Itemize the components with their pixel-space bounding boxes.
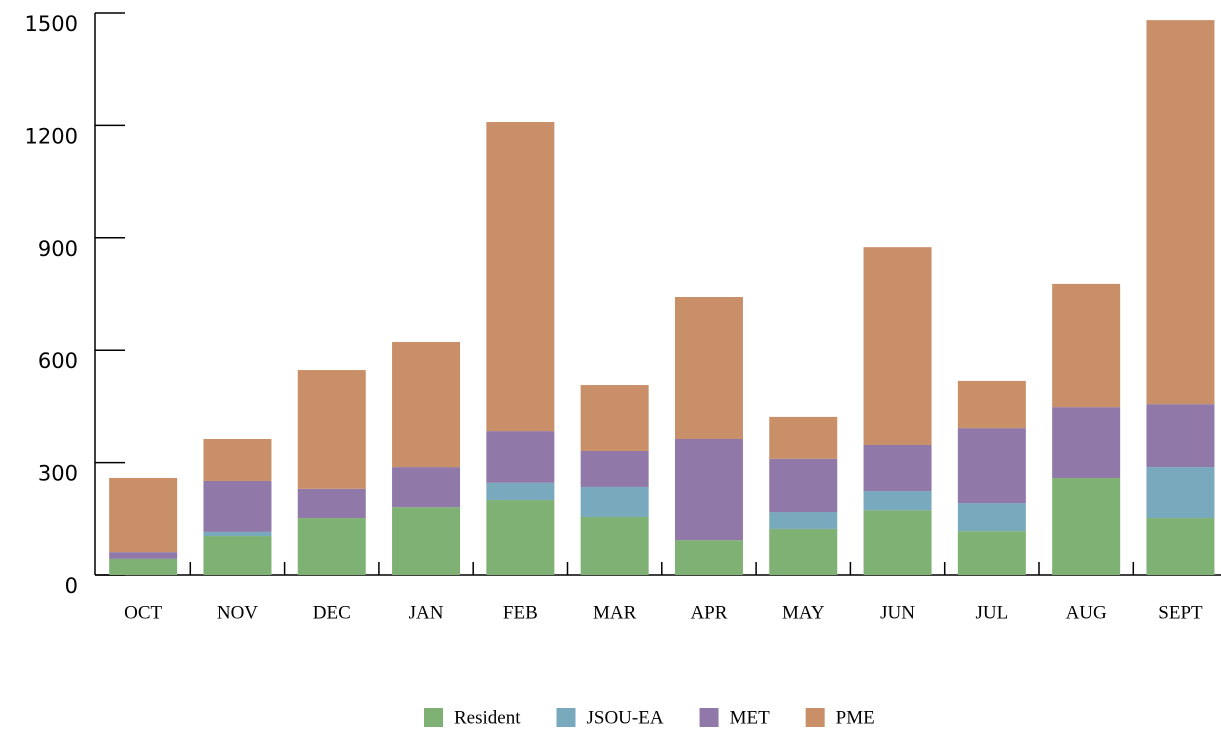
- legend-label: Resident: [454, 707, 521, 728]
- bar-segment: [109, 552, 178, 559]
- bar-segment: [109, 477, 178, 553]
- bar-segment: [957, 531, 1026, 575]
- x-tick-label: NOV: [217, 602, 258, 623]
- x-tick-label: APR: [690, 602, 727, 623]
- legend-swatch: [699, 708, 719, 727]
- bar-segment: [297, 370, 366, 489]
- bar-segment: [580, 516, 649, 575]
- bar-segment: [769, 528, 838, 575]
- bar-segment: [863, 444, 932, 492]
- bar-segment: [1052, 477, 1121, 575]
- y-tick-label: 600: [38, 349, 78, 373]
- bar-segment: [769, 416, 838, 459]
- legend-label: PME: [836, 707, 875, 728]
- bar-segment: [203, 536, 272, 575]
- y-tick-label: 0: [65, 574, 78, 598]
- legend-label: MET: [730, 707, 771, 728]
- bar-segment: [957, 428, 1026, 504]
- x-tick-label: JAN: [409, 602, 444, 623]
- bar-segment: [486, 500, 555, 575]
- x-tick-label: JUL: [975, 602, 1008, 623]
- x-tick-label: SEPT: [1158, 602, 1203, 623]
- bar-segment: [769, 512, 838, 529]
- bar-segment: [392, 341, 461, 468]
- x-tick-label: FEB: [503, 602, 538, 623]
- x-tick-label: MAR: [593, 602, 637, 623]
- legend-swatch: [805, 708, 825, 727]
- bar-segment: [863, 247, 932, 445]
- bar-segment: [580, 385, 649, 451]
- legend-swatch: [556, 708, 576, 727]
- y-tick-label: 1500: [25, 12, 78, 36]
- bar-segment: [1146, 467, 1215, 519]
- bar-segment: [1146, 518, 1215, 575]
- bar-segment: [769, 458, 838, 513]
- bar-segment: [1146, 20, 1215, 405]
- bar-segment: [863, 510, 932, 575]
- bar-segment: [674, 540, 743, 575]
- legend-swatch: [424, 708, 443, 727]
- x-tick-label: MAY: [782, 602, 825, 623]
- bar-segment: [297, 518, 366, 575]
- bar-segment: [203, 531, 272, 537]
- bar-segment: [1052, 283, 1121, 408]
- bar-segment: [863, 491, 932, 511]
- bar-segment: [957, 503, 1026, 532]
- x-tick-label: AUG: [1066, 602, 1107, 623]
- bar-segment: [1146, 404, 1215, 468]
- x-tick-label: OCT: [124, 602, 162, 623]
- bar-segment: [392, 467, 461, 508]
- bar-segment: [203, 438, 272, 481]
- y-tick-label: 900: [38, 237, 78, 261]
- bar-segment: [580, 450, 649, 487]
- bar-segment: [392, 507, 461, 575]
- bar-segment: [957, 380, 1026, 429]
- bar-segment: [1052, 407, 1121, 478]
- y-tick-label: 300: [38, 462, 78, 486]
- bar-segment: [486, 122, 555, 432]
- y-tick-label: 1200: [25, 124, 78, 148]
- bar-segment: [109, 558, 178, 575]
- x-tick-label: DEC: [313, 602, 351, 623]
- legend-label: JSOU-EA: [587, 707, 664, 728]
- bar-segment: [580, 486, 649, 517]
- bar-segment: [486, 431, 555, 483]
- x-tick-label: JUN: [880, 602, 915, 623]
- bar-segment: [203, 480, 272, 532]
- bar-segment: [297, 488, 366, 519]
- bar-segment: [486, 482, 555, 501]
- bar-segment: [674, 438, 743, 541]
- bar-segment: [674, 296, 743, 439]
